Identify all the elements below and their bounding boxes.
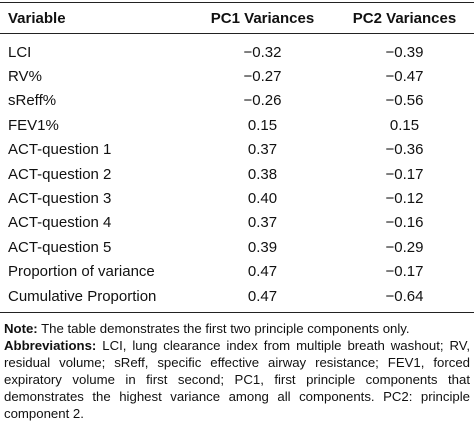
header-row: Variable PC1 Variances PC2 Variances	[0, 2, 474, 34]
table-row: Proportion of variance 0.47 −0.17	[0, 260, 474, 284]
variable-cell: RV%	[8, 68, 42, 86]
table-row: ACT-question 2 0.38 −0.17	[0, 162, 474, 186]
header-variable: Variable	[0, 2, 190, 34]
variable-cell: Cumulative Proportion	[0, 283, 190, 314]
pc1-cell: −0.32	[243, 43, 282, 61]
pc1-cell: 0.15	[247, 116, 278, 134]
pc1-cell: −0.26	[243, 92, 282, 110]
table-row: RV% −0.27 −0.47	[0, 64, 474, 88]
pc2-cell: −0.17	[385, 263, 424, 281]
note-text: The table demonstrates the first two pri…	[37, 321, 410, 336]
pc1-cell: 0.38	[247, 165, 278, 183]
variable-cell: ACT-question 1	[8, 141, 112, 159]
table-row: ACT-question 5 0.39 −0.29	[0, 235, 474, 259]
pc2-cell: −0.16	[385, 214, 424, 232]
pc1-cell: 0.37	[247, 214, 278, 232]
table-row: ACT-question 3 0.40 −0.12	[0, 186, 474, 210]
abbreviations-paragraph: Abbreviations: LCI, lung clearance index…	[4, 337, 470, 422]
pca-variance-table: Variable PC1 Variances PC2 Variances LCI…	[0, 2, 474, 314]
table-row: sReff% −0.26 −0.56	[0, 89, 474, 113]
abbreviations-text: LCI, lung clearance index from multiple …	[4, 338, 470, 421]
pc1-cell: 0.37	[247, 141, 278, 159]
note-paragraph: Note: The table demonstrates the first t…	[4, 320, 470, 337]
note-label: Note:	[4, 321, 38, 336]
pc2-cell: −0.12	[385, 190, 424, 208]
pc2-cell: −0.17	[385, 165, 424, 183]
table-footnotes: Note: The table demonstrates the first t…	[4, 320, 470, 422]
table-row: ACT-question 4 0.37 −0.16	[0, 211, 474, 235]
pc2-cell: −0.64	[335, 283, 474, 314]
pc2-cell: −0.39	[385, 43, 424, 61]
table-row: Cumulative Proportion 0.47 −0.64	[0, 283, 474, 314]
pc2-cell: −0.47	[385, 68, 424, 86]
pc1-cell: 0.47	[247, 263, 278, 281]
pc2-cell: −0.36	[385, 141, 424, 159]
pc1-cell: 0.40	[247, 190, 278, 208]
pc1-cell: −0.27	[243, 68, 282, 86]
variable-cell: ACT-question 2	[8, 165, 112, 183]
variable-cell: ACT-question 5	[8, 238, 112, 256]
header-pc1: PC1 Variances	[190, 2, 335, 34]
pc1-cell: 0.39	[247, 238, 278, 256]
pc2-cell: −0.56	[385, 92, 424, 110]
variable-cell: sReff%	[8, 92, 57, 110]
variable-cell: ACT-question 3	[8, 190, 112, 208]
pc2-cell: 0.15	[389, 116, 420, 134]
table-row: LCI −0.32 −0.39	[0, 34, 474, 65]
table-row: ACT-question 1 0.37 −0.36	[0, 138, 474, 162]
pc1-cell: 0.47	[190, 283, 335, 314]
variable-cell: LCI	[8, 43, 32, 61]
header-pc2: PC2 Variances	[335, 2, 474, 34]
abbreviations-label: Abbreviations:	[4, 338, 97, 353]
variable-cell: ACT-question 4	[8, 214, 112, 232]
variable-cell: FEV1%	[8, 116, 59, 134]
variable-cell: Proportion of variance	[8, 263, 155, 281]
pc2-cell: −0.29	[385, 238, 424, 256]
table-row: FEV1% 0.15 0.15	[0, 113, 474, 137]
